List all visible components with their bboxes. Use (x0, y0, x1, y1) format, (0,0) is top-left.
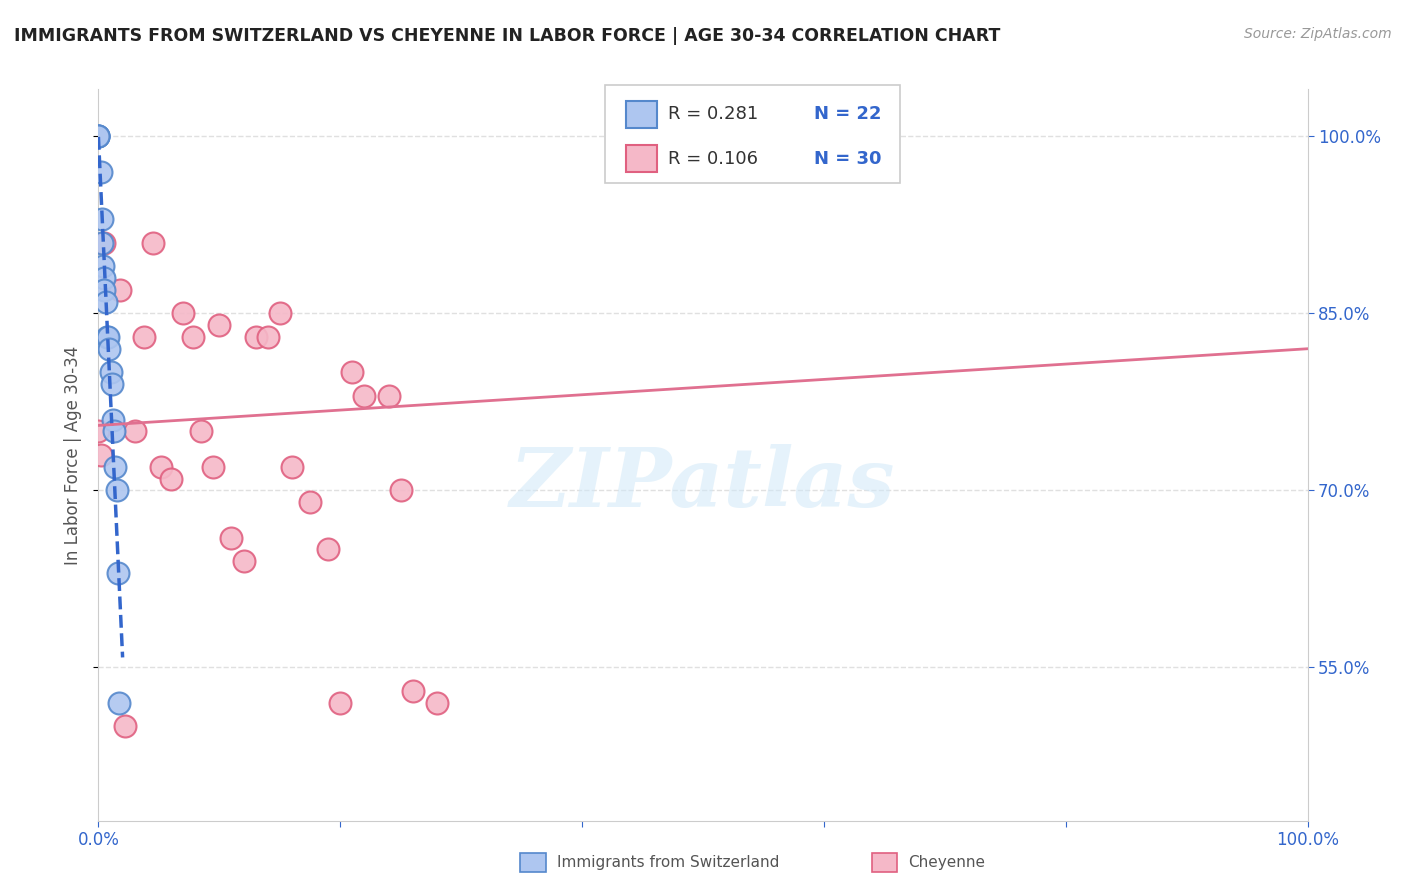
Point (281, 459, 304, 474)
Point (402, 684, 425, 698)
Point (245, 330, 267, 344)
Point (181, 330, 204, 344)
Point (94, 294, 117, 309)
Point (221, 531, 243, 545)
Point (299, 495, 322, 509)
Point (100, 377, 122, 392)
Point (108, 696, 131, 710)
Point (377, 389, 399, 403)
Point (232, 554, 254, 568)
Text: Cheyenne: Cheyenne (908, 855, 986, 870)
Point (208, 318, 231, 333)
Point (100, 365, 122, 379)
Point (256, 330, 278, 344)
Point (142, 235, 165, 250)
Point (108, 283, 131, 297)
Text: IMMIGRANTS FROM SWITZERLAND VS CHEYENNE IN LABOR FORCE | AGE 30-34 CORRELATION C: IMMIGRANTS FROM SWITZERLAND VS CHEYENNE … (14, 27, 1001, 45)
Point (91, 259, 114, 273)
Point (96, 330, 118, 344)
Point (124, 425, 146, 439)
Point (93, 235, 115, 250)
Point (87, 129, 110, 144)
Point (160, 471, 183, 485)
Point (105, 483, 128, 498)
Point (87, 129, 110, 144)
Text: Immigrants from Switzerland: Immigrants from Switzerland (557, 855, 779, 870)
Point (90, 448, 112, 462)
Point (91, 235, 114, 250)
Point (107, 566, 129, 580)
Point (114, 719, 136, 733)
Point (150, 459, 173, 474)
Point (389, 483, 412, 498)
Point (93, 283, 115, 297)
Text: Source: ZipAtlas.com: Source: ZipAtlas.com (1244, 27, 1392, 41)
Text: R = 0.281: R = 0.281 (668, 105, 758, 123)
Point (90, 165, 112, 179)
Text: ZIPatlas: ZIPatlas (510, 444, 896, 524)
Text: R = 0.106: R = 0.106 (668, 150, 758, 168)
Point (426, 696, 449, 710)
Point (202, 459, 225, 474)
Point (87, 425, 110, 439)
Text: N = 22: N = 22 (814, 105, 882, 123)
Point (316, 542, 339, 557)
Point (104, 459, 127, 474)
Text: N = 30: N = 30 (814, 150, 882, 168)
Y-axis label: In Labor Force | Age 30-34: In Labor Force | Age 30-34 (65, 345, 83, 565)
Point (342, 365, 364, 379)
Point (93, 271, 115, 285)
Point (190, 425, 212, 439)
Point (103, 425, 125, 439)
Point (134, 330, 156, 344)
Point (172, 306, 194, 320)
Point (329, 696, 352, 710)
Point (91, 211, 114, 226)
Point (98, 342, 121, 356)
Point (97, 330, 120, 344)
Point (269, 306, 291, 320)
Point (87, 129, 110, 144)
Point (353, 389, 375, 403)
Point (87, 129, 110, 144)
Point (101, 412, 124, 426)
